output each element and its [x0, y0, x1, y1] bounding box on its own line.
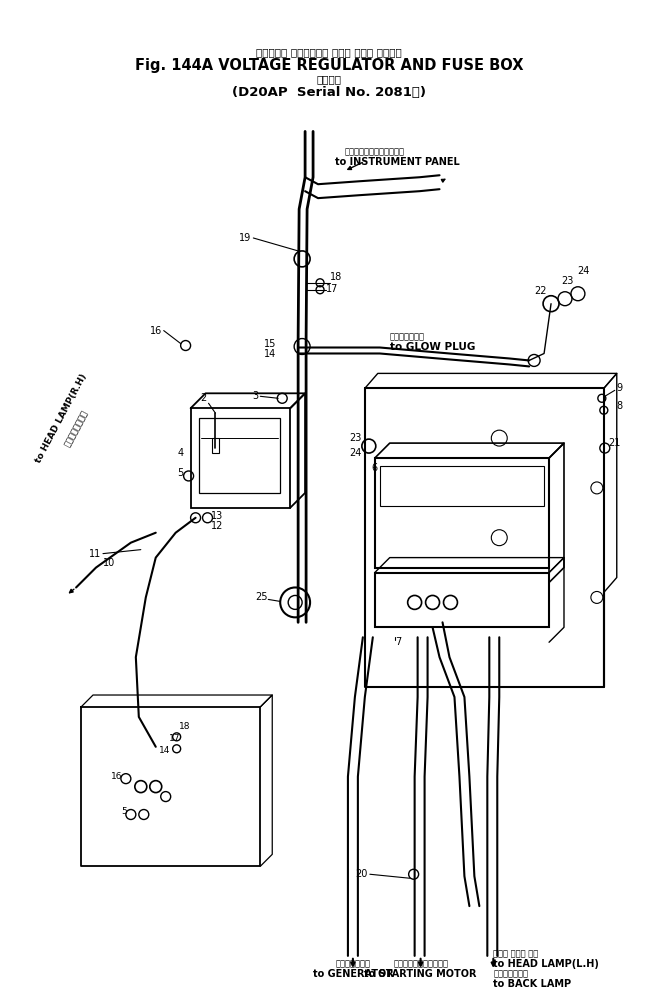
Text: 16: 16: [150, 325, 161, 335]
Text: 20: 20: [355, 869, 368, 879]
Text: 5: 5: [121, 807, 127, 816]
Text: 12: 12: [210, 521, 223, 531]
Text: to STARTING MOTOR: to STARTING MOTOR: [364, 969, 477, 979]
Text: 23: 23: [349, 433, 362, 443]
Text: 21: 21: [608, 438, 620, 448]
Text: スターティングモータへ: スターティングモータへ: [393, 959, 448, 968]
Bar: [190, 408, 290, 507]
Text: ジェネレータへ: ジェネレータへ: [335, 959, 370, 968]
Bar: [375, 573, 549, 627]
Text: 13: 13: [210, 510, 223, 521]
Text: 25: 25: [255, 592, 268, 602]
Text: 9: 9: [617, 384, 623, 394]
Text: to INSTRUMENT PANEL: to INSTRUMENT PANEL: [335, 157, 460, 167]
Text: to HEAD LAMP(L.H): to HEAD LAMP(L.H): [494, 959, 599, 969]
Text: 17: 17: [169, 734, 180, 744]
Text: 18: 18: [330, 272, 342, 282]
Text: インストルメントパネルへ: インストルメントパネルへ: [345, 147, 405, 157]
Text: 4: 4: [177, 448, 184, 458]
Text: 10: 10: [103, 558, 115, 568]
Text: 18: 18: [179, 722, 190, 732]
Text: 2: 2: [200, 394, 206, 404]
Text: 14: 14: [264, 349, 276, 359]
Text: (D20AP  Serial No. 2081～): (D20AP Serial No. 2081～): [232, 86, 426, 99]
Text: ヘッドランプ右へ: ヘッドランプ右へ: [63, 408, 90, 448]
Text: バックランプへ: バックランプへ: [494, 969, 529, 978]
Bar: [380, 466, 544, 505]
Text: 3: 3: [252, 392, 258, 402]
Bar: [375, 458, 549, 568]
Text: 19: 19: [239, 233, 251, 243]
Text: 14: 14: [159, 747, 170, 756]
Text: グロープラグへ: グロープラグへ: [389, 332, 425, 341]
Text: 24: 24: [349, 448, 362, 458]
Text: 15: 15: [264, 338, 276, 348]
Text: 23: 23: [561, 276, 573, 286]
Text: Fig. 144A VOLTAGE REGULATOR AND FUSE BOX: Fig. 144A VOLTAGE REGULATOR AND FUSE BOX: [134, 58, 523, 73]
Bar: [212, 438, 219, 453]
Text: to GENERATOR: to GENERATOR: [312, 969, 393, 979]
Text: 24: 24: [577, 266, 589, 276]
Text: 6: 6: [372, 463, 378, 473]
Text: 7: 7: [395, 637, 401, 647]
Text: ヘッド ランプ 左へ: ヘッド ランプ 左へ: [494, 949, 538, 958]
Text: 8: 8: [617, 402, 623, 411]
Text: to HEAD LAMP(R.H): to HEAD LAMP(R.H): [34, 372, 88, 464]
Text: 適用号機: 適用号機: [316, 74, 341, 85]
Bar: [198, 418, 280, 493]
Text: ボルテージ レギュレータ および ヒーズ ボックス: ボルテージ レギュレータ および ヒーズ ボックス: [256, 46, 402, 56]
Text: 17: 17: [326, 284, 338, 294]
Text: to GLOW PLUG: to GLOW PLUG: [389, 341, 475, 351]
Text: 16: 16: [111, 772, 123, 781]
Text: to BACK LAMP: to BACK LAMP: [494, 979, 571, 989]
Text: 22: 22: [534, 286, 547, 296]
Text: 11: 11: [89, 549, 101, 559]
Text: 5: 5: [177, 468, 184, 478]
